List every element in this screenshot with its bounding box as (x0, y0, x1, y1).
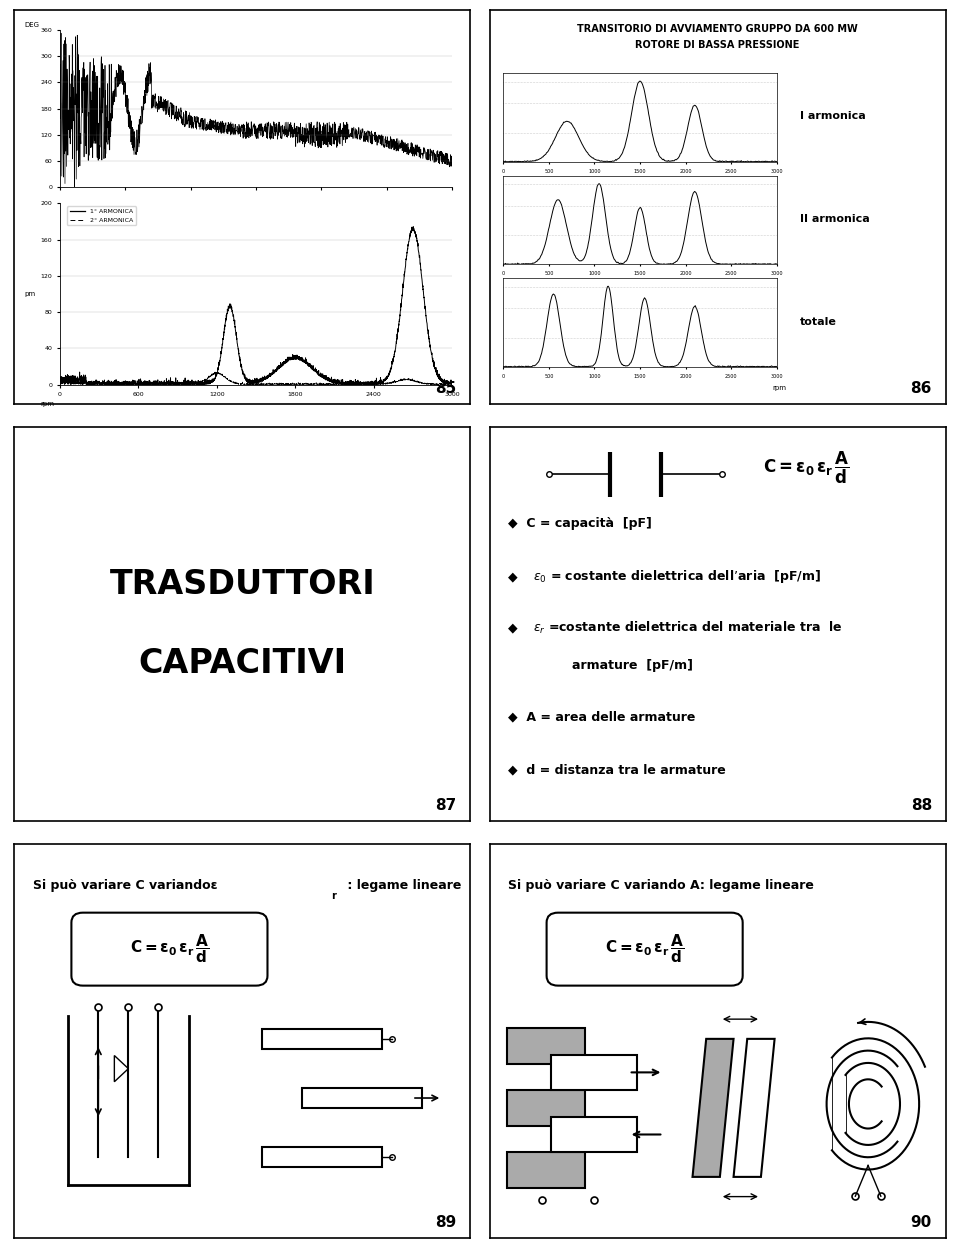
Text: ◆  A = area delle armature: ◆ A = area delle armature (508, 710, 695, 723)
Text: ◆: ◆ (508, 622, 526, 634)
Text: TRANSITORIO DI AVVIAMENTO GRUPPO DA 600 MW: TRANSITORIO DI AVVIAMENTO GRUPPO DA 600 … (577, 24, 858, 34)
Polygon shape (508, 1091, 586, 1126)
Text: 88: 88 (911, 799, 932, 814)
Text: 87: 87 (436, 799, 457, 814)
Polygon shape (261, 1030, 382, 1048)
Text: II armonica: II armonica (800, 213, 870, 223)
Text: $\mathbf{C = \varepsilon_0\,\varepsilon_r\,\dfrac{A}{d}}$: $\mathbf{C = \varepsilon_0\,\varepsilon_… (763, 451, 850, 487)
Text: ◆: ◆ (508, 570, 526, 583)
Polygon shape (508, 1028, 586, 1063)
Text: pm: pm (25, 291, 36, 297)
FancyBboxPatch shape (71, 912, 268, 986)
Legend: 1° ARMONICA, 2° ARMONICA: 1° ARMONICA, 2° ARMONICA (67, 206, 136, 225)
Text: ROTORE DI BASSA PRESSIONE: ROTORE DI BASSA PRESSIONE (636, 40, 800, 50)
Polygon shape (733, 1038, 775, 1177)
Text: $\varepsilon_r$ =costante dielettrica del materiale tra  le: $\varepsilon_r$ =costante dielettrica de… (533, 620, 843, 636)
Text: Si può variare C variando A: legame lineare: Si può variare C variando A: legame line… (508, 879, 814, 891)
Text: : legame lineare: : legame lineare (343, 879, 461, 891)
Text: $\mathbf{C = \varepsilon_0\,\varepsilon_r\,\dfrac{A}{d}}$: $\mathbf{C = \varepsilon_0\,\varepsilon_… (130, 932, 209, 966)
Text: I armonica: I armonica (800, 111, 865, 121)
Text: armature  [pF/m]: armature [pF/m] (572, 659, 693, 671)
Polygon shape (692, 1038, 733, 1177)
Text: ◆  C = capacità  [pF]: ◆ C = capacità [pF] (508, 517, 652, 530)
Text: Si può variare C variandoε: Si può variare C variandoε (33, 879, 217, 891)
Text: rpm: rpm (40, 402, 55, 407)
Text: TRASDUTTORI: TRASDUTTORI (109, 568, 375, 602)
Text: 86: 86 (910, 382, 932, 397)
Polygon shape (301, 1088, 422, 1108)
FancyBboxPatch shape (546, 912, 743, 986)
Polygon shape (508, 1152, 586, 1188)
Text: 85: 85 (436, 382, 457, 397)
Polygon shape (551, 1117, 637, 1152)
Polygon shape (114, 1056, 129, 1082)
Text: 90: 90 (911, 1216, 932, 1231)
Polygon shape (551, 1055, 637, 1091)
Polygon shape (261, 1147, 382, 1167)
Text: DEG: DEG (25, 21, 39, 27)
Text: $\varepsilon_0$ = costante dielettrica dell’aria  [pF/m]: $\varepsilon_0$ = costante dielettrica d… (533, 568, 821, 585)
Text: CAPACITIVI: CAPACITIVI (138, 646, 347, 680)
Text: rpm: rpm (772, 384, 786, 391)
Text: r: r (331, 891, 336, 901)
Text: $\mathbf{C = \varepsilon_0\,\varepsilon_r\,\dfrac{A}{d}}$: $\mathbf{C = \varepsilon_0\,\varepsilon_… (605, 932, 684, 966)
Text: ◆  d = distanza tra le armature: ◆ d = distanza tra le armature (508, 764, 726, 776)
Text: 89: 89 (436, 1216, 457, 1231)
Text: totale: totale (800, 317, 836, 327)
